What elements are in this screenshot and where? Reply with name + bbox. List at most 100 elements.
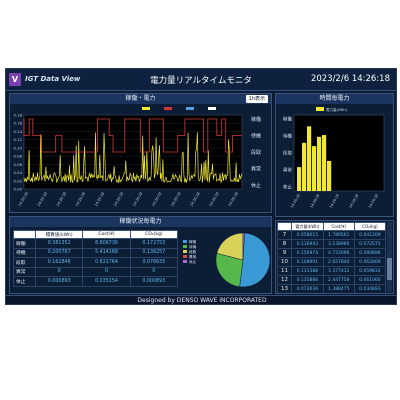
power-x-tick: 14:26:18	[189, 192, 200, 208]
page-title: 電力量リアルタイムモニタ	[150, 76, 252, 86]
hourly-x-tick: 14:26:18	[309, 194, 320, 209]
hour-table-row: 10 0.108991 2.657840 0.062809	[277, 257, 387, 267]
status-table-row: 段取 0.162848 0.821764 0.076635	[13, 257, 179, 268]
hour-table-scrollbar[interactable]	[387, 222, 392, 292]
hour-row-label: 10	[277, 257, 292, 267]
app-name: IGT Data View	[25, 75, 81, 83]
status-cell: 0	[82, 266, 131, 277]
power-legend-swatch	[164, 107, 172, 110]
status-cell: 0.821764	[82, 257, 131, 268]
hour-cell: 0.062809	[353, 257, 387, 267]
status-cell: 8.806736	[82, 238, 131, 249]
one-hour-view-button[interactable]: 1h表示	[245, 95, 268, 103]
hour-cell: 1.789561	[322, 230, 355, 240]
hour-table: 電力量(kWh) Cost(¥) CO₂(kg) 7 0.058015 1.789561 0…	[277, 222, 387, 293]
hourly-bar	[327, 160, 332, 191]
power-y-tick: 0.18	[14, 113, 23, 118]
status-cell: 0.162848	[34, 257, 84, 268]
hour-table-row: 13 0.073036 1.388475 0.034893	[277, 284, 387, 293]
pie-legend-swatch	[183, 255, 187, 258]
power-y-tick: 0.00	[14, 187, 23, 192]
pie-legend-swatch	[183, 240, 187, 243]
power-y-tick: 0.14	[14, 129, 23, 134]
status-row-label: 段取	[13, 257, 36, 268]
hourly-y-tick: 段取	[283, 150, 292, 157]
power-y-tick: 0.16	[14, 121, 23, 126]
pie-legend-swatch	[183, 245, 187, 248]
hour-cell: 0.080896	[353, 248, 387, 258]
scrollbar-thumb[interactable]	[387, 258, 392, 280]
pie-legend-swatch	[183, 260, 187, 263]
status-table-row: 異常 0 0 0	[13, 266, 179, 277]
hourly-bar	[307, 126, 312, 191]
hour-cell: 0.072575	[353, 239, 387, 249]
status-row-label: 待機	[13, 247, 36, 258]
hourly-x-tick: 14:26:18	[348, 194, 359, 209]
hour-cell: 0.108991	[291, 257, 324, 267]
hour-table-row: 11 0.131588 3.377412 0.059832	[277, 266, 387, 276]
hour-cell: 0.058015	[291, 230, 324, 240]
status-row-label: 稼働	[13, 238, 36, 249]
footer: Designed by DENSO WAVE INCORPORATED	[6, 295, 396, 304]
hourly-legend-label: 電力量(kWh)	[326, 107, 348, 112]
hourly-bar	[317, 136, 322, 191]
power-legend-swatch	[142, 107, 150, 110]
status-cell: 0.000893	[34, 276, 84, 287]
status-table-row: 稼働 0.381352 8.806736 0.172753	[13, 238, 179, 249]
hourly-x-tick: 14:26:18	[368, 194, 379, 209]
hour-cell: 1.388475	[322, 284, 355, 293]
power-y-tick: 0.10	[14, 145, 23, 150]
power-x-tick: 14:26:18	[94, 192, 105, 208]
hour-table-row: 9 0.156974 4.733096 0.080896	[277, 248, 387, 258]
power-x-tick: 14:26:18	[151, 192, 162, 208]
hour-cell: 0.156974	[291, 248, 324, 258]
power-x-tick: 14:26:18	[37, 192, 48, 208]
hourly-bar	[322, 135, 327, 191]
status-table-header: CO₂(kg)	[129, 230, 179, 239]
hourly-y-tick: 休止	[283, 184, 292, 191]
hour-cell: 4.733096	[322, 248, 355, 258]
pie-slice	[242, 232, 245, 261]
status-cell: 0.172753	[129, 238, 179, 249]
pie-legend-swatch	[183, 250, 187, 253]
hour-cell: 0.034893	[353, 284, 387, 293]
power-y-tick: 0.02	[14, 178, 23, 183]
hourly-bar	[302, 142, 307, 191]
monitor-window: V IGT Data View 電力量リアルタイムモニタ 2023/2/6 14…	[5, 68, 397, 305]
power-state-label: 休止	[251, 182, 261, 189]
status-cell: 0.000893	[129, 276, 179, 287]
power-x-tick: 14:26:18	[208, 192, 219, 208]
power-x-tick: 14:26:18	[132, 192, 143, 208]
header-bar: V IGT Data View 電力量リアルタイムモニタ 2023/2/6 14…	[6, 69, 396, 91]
hour-row-label: 12	[277, 275, 292, 285]
hour-table-header: CO₂(kg)	[353, 222, 387, 231]
status-row-label: 異常	[13, 266, 36, 277]
hourly-y-tick: 異常	[283, 167, 292, 174]
power-panel-title: 稼働・電力	[10, 94, 271, 104]
power-state-label: 稼働	[251, 116, 261, 123]
status-cell: 0.381352	[34, 238, 84, 249]
power-legend-swatch	[208, 107, 216, 110]
hour-row-label: 11	[277, 266, 292, 276]
pie-legend-label: 段取	[189, 249, 197, 254]
hour-cell: 2.447758	[322, 275, 355, 285]
hour-row-label: 7	[277, 230, 292, 240]
hour-table-row: 8 0.116943 3.138980 0.072575	[277, 239, 387, 249]
hourly-bar	[312, 146, 317, 191]
pie-legend-label: 異常	[189, 254, 197, 259]
hourly-bar	[297, 167, 302, 191]
hour-cell: 0.059832	[353, 266, 387, 276]
hour-table-header: 電力量(kWh)	[291, 222, 324, 231]
power-y-tick: 0.04	[14, 170, 23, 175]
hourly-legend-swatch	[316, 107, 324, 111]
status-panel: 稼働状況毎電力 積算値(kWh) Cost(¥) CO₂(kg) 稼働 0.381352…	[9, 216, 272, 294]
power-x-tick: 14:26:18	[228, 192, 239, 208]
hour-table-row: 12 0.135886 2.447758 0.061060	[277, 275, 387, 285]
status-cell: 0.035154	[82, 276, 131, 287]
status-table-header: Cost(¥)	[82, 230, 131, 239]
hourly-y-tick: 稼働	[283, 116, 292, 123]
power-x-tick: 14:26:18	[170, 192, 181, 208]
status-cell: 5.414168	[82, 247, 131, 258]
